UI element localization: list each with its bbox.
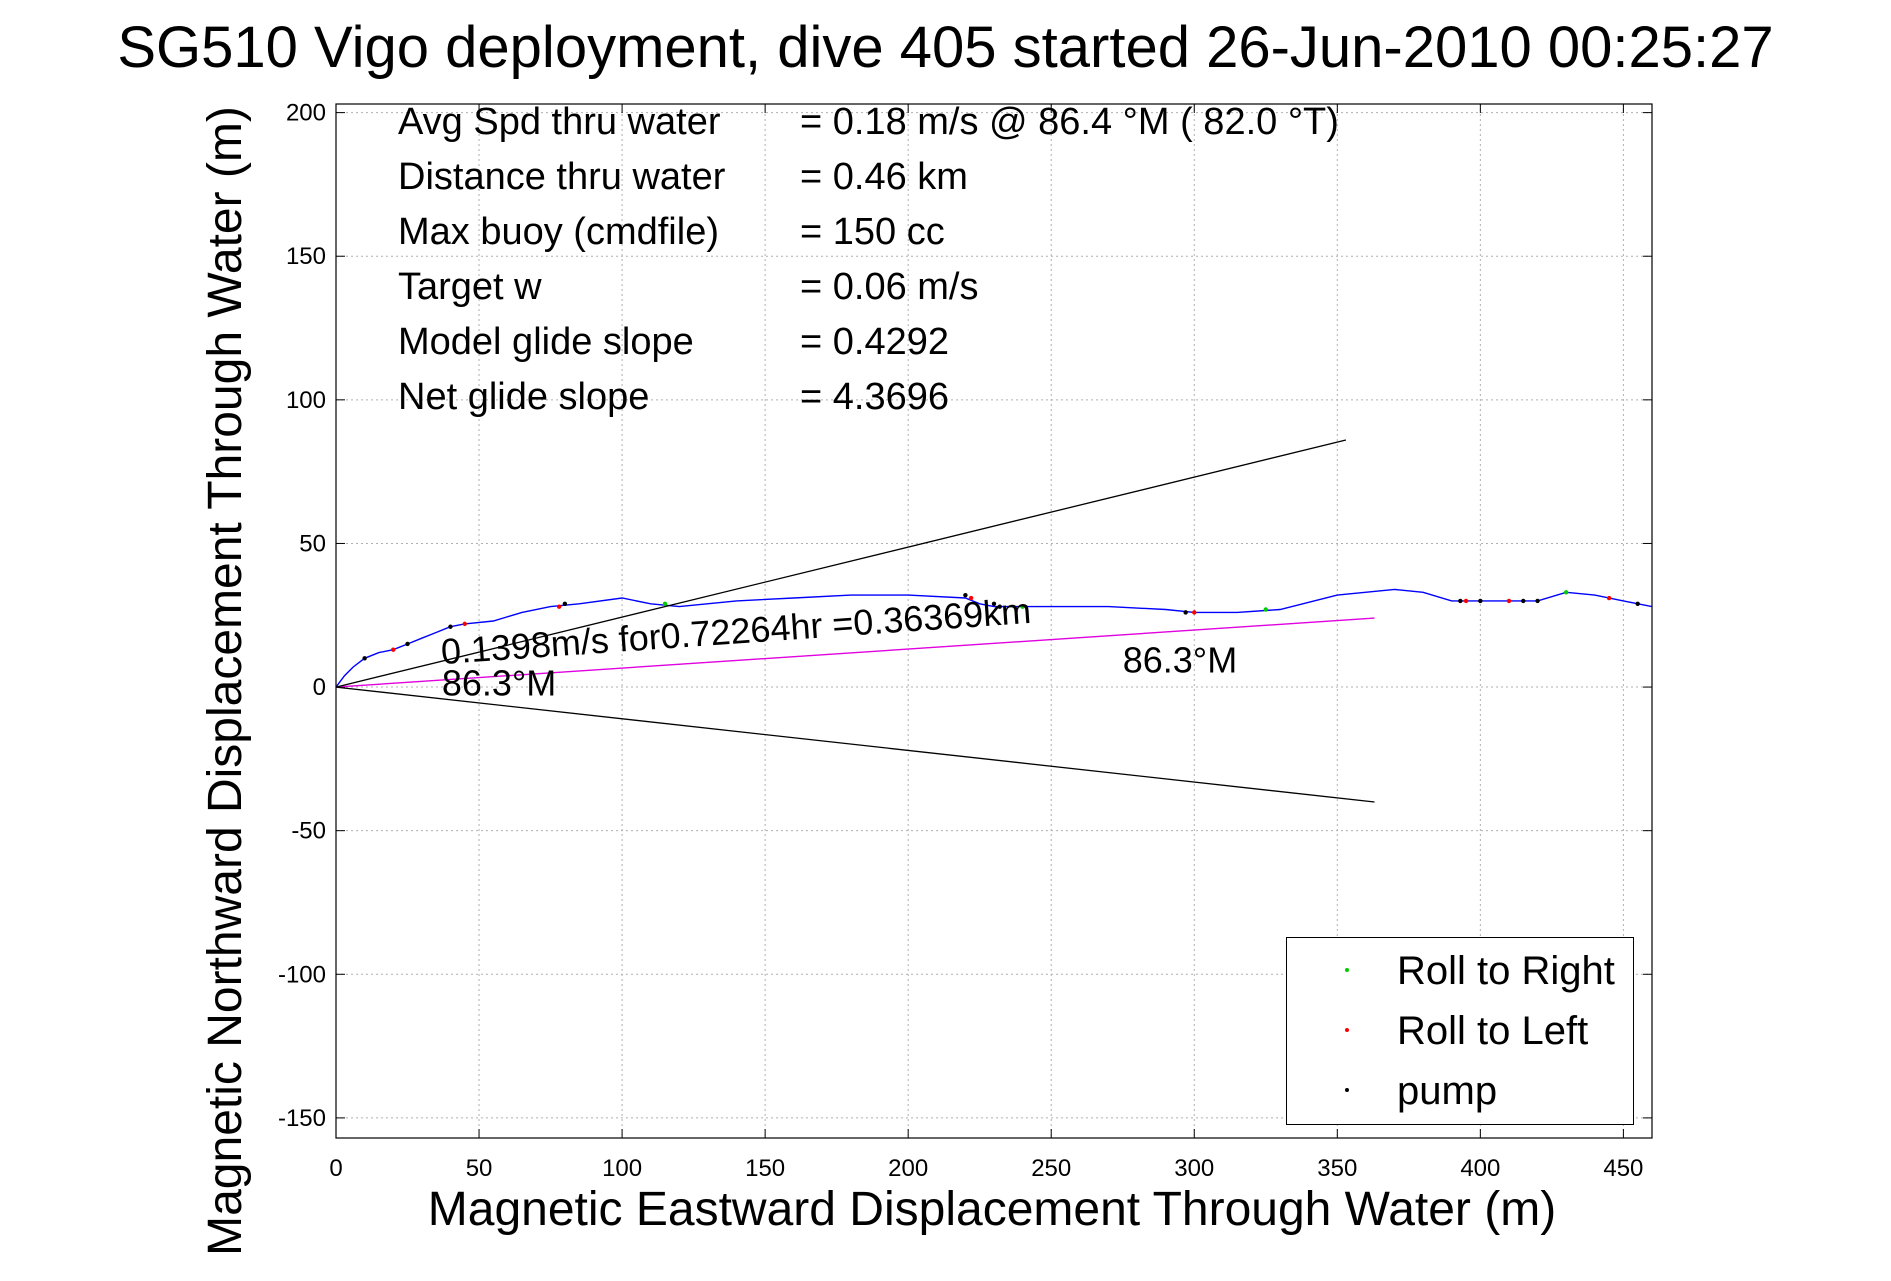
x-tick-label: 250 — [1031, 1155, 1071, 1182]
marker-roll-to-right — [1020, 604, 1025, 609]
y-axis-label: Magnetic Northward Displacement Through … — [199, 106, 252, 1256]
stat-value-net-glide: = 4.3696 — [800, 376, 949, 418]
stat-label-avg-speed: Avg Spd thru water — [398, 101, 721, 143]
legend-marker-roll-left — [1345, 1028, 1349, 1032]
x-axis-label: Magnetic Eastward Displacement Through W… — [427, 1183, 1557, 1236]
marker-roll-to-right — [662, 601, 668, 606]
x-tick-label: 400 — [1460, 1155, 1500, 1182]
y-tick-label: -50 — [291, 818, 326, 845]
legend-item-roll-left: Roll to Left — [1287, 1006, 1633, 1056]
heading-annotation: 86.3°M — [442, 663, 556, 704]
y-tick-label: 150 — [286, 243, 326, 270]
x-tick-label: 200 — [888, 1155, 928, 1182]
marker-pump — [1535, 598, 1540, 604]
x-tick-label: 300 — [1174, 1155, 1214, 1182]
marker-pump — [448, 624, 453, 629]
legend-marker-pump — [1345, 1088, 1349, 1092]
stat-value-avg-speed: = 0.18 m/s @ 86.4 °M ( 82.0 °T) — [800, 101, 1339, 143]
marker-roll-to-right — [1563, 590, 1569, 595]
x-tick-label: 150 — [745, 1155, 785, 1182]
legend-label-pump: pump — [1397, 1069, 1498, 1113]
y-tick-label: 0 — [313, 674, 326, 701]
glide-cone-line — [335, 439, 1347, 688]
legend: Roll to Right Roll to Left pump — [1286, 937, 1634, 1125]
marker-roll-to-left — [1506, 598, 1512, 604]
stat-label-target-w: Target w — [398, 266, 542, 308]
marker-pump — [362, 656, 367, 661]
x-tick-label: 50 — [466, 1155, 493, 1182]
marker-pump — [1183, 610, 1188, 615]
marker-pump — [562, 601, 568, 606]
x-tick-label: 350 — [1317, 1155, 1357, 1182]
heading-annotation: 86.3°M — [1123, 640, 1237, 681]
legend-item-roll-right: Roll to Right — [1287, 946, 1633, 996]
track-line — [335, 588, 1653, 688]
stat-value-distance: = 0.46 km — [800, 156, 968, 198]
y-tick-label: -100 — [278, 961, 326, 988]
marker-pump — [963, 592, 968, 598]
y-tick-label: 50 — [299, 530, 326, 557]
marker-roll-to-left — [391, 647, 396, 652]
marker-roll-to-left — [1463, 598, 1469, 604]
y-tick-label: -150 — [278, 1105, 326, 1132]
marker-pump — [1458, 598, 1463, 604]
x-tick-label: 100 — [602, 1155, 642, 1182]
heading-line — [335, 617, 1375, 688]
stat-label-model-glide: Model glide slope — [398, 321, 694, 363]
marker-roll-to-left — [462, 621, 467, 627]
chart-title: SG510 Vigo deployment, dive 405 started … — [117, 15, 1774, 80]
marker-pump — [991, 601, 997, 606]
marker-pump — [405, 641, 410, 647]
legend-label-roll-left: Roll to Left — [1397, 1009, 1589, 1053]
stat-value-max-buoy: = 150 cc — [800, 211, 945, 253]
marker-roll-to-right — [1263, 607, 1268, 612]
stat-value-model-glide: = 0.4292 — [800, 321, 949, 363]
marker-roll-to-left — [968, 595, 974, 601]
marker-pump — [1521, 598, 1526, 604]
x-tick-label: 450 — [1603, 1155, 1643, 1182]
legend-item-pump: pump — [1287, 1066, 1633, 1116]
x-tick-label: 0 — [329, 1155, 342, 1182]
marker-roll-to-left — [1192, 610, 1197, 615]
stat-label-net-glide: Net glide slope — [398, 376, 650, 418]
marker-roll-to-left — [556, 604, 562, 609]
legend-marker-roll-right — [1345, 968, 1349, 972]
marker-pump — [1635, 601, 1640, 606]
stat-value-target-w: = 0.06 m/s — [800, 266, 979, 308]
y-tick-label: 100 — [286, 387, 326, 414]
y-tick-label: 200 — [286, 100, 326, 127]
marker-roll-to-left — [1606, 595, 1612, 601]
marker-pump — [997, 604, 1002, 609]
marker-pump — [1478, 598, 1483, 604]
stat-label-max-buoy: Max buoy (cmdfile) — [398, 211, 719, 253]
legend-label-roll-right: Roll to Right — [1397, 949, 1615, 993]
stat-label-distance: Distance thru water — [398, 156, 726, 198]
glide-cone-line — [335, 686, 1375, 803]
axes-frame — [335, 103, 1653, 1139]
